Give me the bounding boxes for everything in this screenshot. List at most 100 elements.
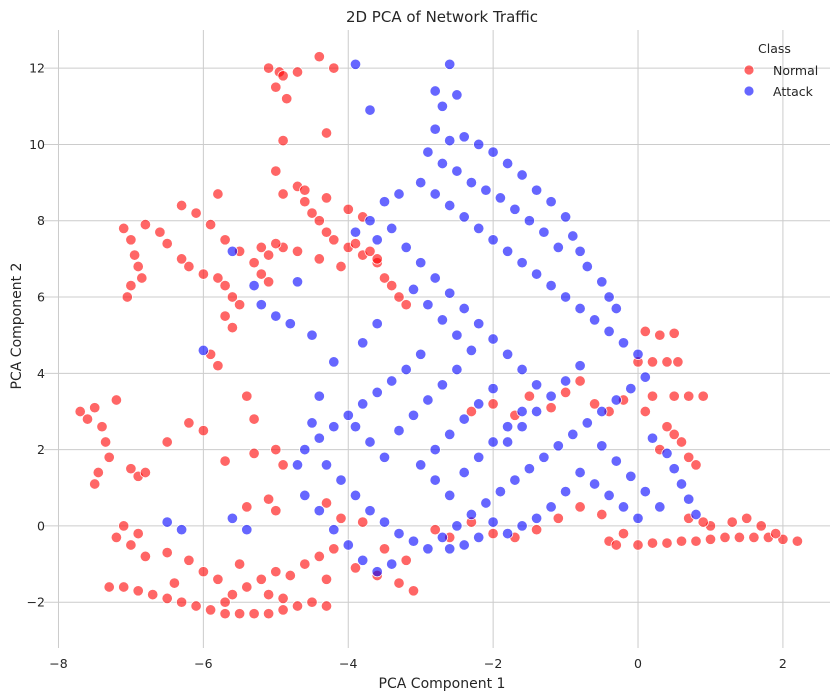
- point-attack: [313, 505, 325, 517]
- point-attack: [690, 508, 702, 521]
- point-normal: [545, 402, 557, 414]
- point-attack: [320, 459, 333, 471]
- point-attack: [480, 497, 492, 509]
- point-attack: [458, 131, 470, 143]
- point-attack: [545, 501, 557, 513]
- point-normal: [277, 188, 289, 200]
- point-attack: [523, 215, 535, 227]
- point-attack: [487, 516, 499, 528]
- point-attack: [393, 425, 405, 437]
- point-attack: [473, 318, 485, 330]
- point-attack: [444, 489, 456, 501]
- point-attack: [429, 123, 441, 135]
- point-attack: [415, 177, 427, 189]
- point-attack: [349, 226, 362, 238]
- point-normal: [255, 241, 267, 253]
- point-normal: [552, 512, 564, 524]
- point-normal: [154, 226, 166, 238]
- point-normal: [697, 390, 709, 402]
- point-normal: [646, 356, 659, 368]
- point-attack: [567, 230, 579, 242]
- point-normal: [617, 528, 630, 540]
- point-attack: [480, 184, 492, 196]
- point-attack: [291, 459, 304, 471]
- point-attack: [560, 486, 572, 498]
- point-normal: [125, 539, 137, 551]
- point-attack: [538, 451, 550, 463]
- point-attack: [574, 302, 586, 315]
- point-attack: [538, 226, 550, 238]
- point-attack: [197, 344, 209, 356]
- y-tick-label: 6: [37, 290, 45, 305]
- point-attack: [516, 421, 528, 433]
- point-normal: [299, 184, 311, 196]
- x-tick-label: −6: [194, 656, 212, 671]
- point-normal: [118, 581, 130, 593]
- point-attack: [342, 539, 354, 551]
- point-attack: [502, 528, 514, 540]
- y-tick-label: −2: [27, 595, 45, 610]
- point-attack: [335, 474, 347, 486]
- point-normal: [103, 581, 115, 593]
- point-normal: [299, 196, 311, 208]
- point-attack: [226, 512, 238, 524]
- point-normal: [270, 444, 282, 456]
- point-normal: [248, 447, 260, 459]
- point-attack: [531, 405, 543, 418]
- point-attack: [458, 413, 470, 425]
- point-attack: [291, 276, 304, 288]
- point-attack: [502, 157, 514, 170]
- point-normal: [320, 226, 333, 238]
- point-attack: [161, 516, 173, 528]
- point-attack: [596, 405, 608, 418]
- point-normal: [574, 501, 586, 513]
- point-normal: [263, 276, 275, 288]
- point-normal: [103, 451, 115, 463]
- point-normal: [139, 219, 151, 231]
- x-tick-label: −2: [484, 656, 502, 671]
- point-normal: [407, 585, 420, 597]
- point-normal: [212, 272, 224, 284]
- y-tick-label: 10: [29, 137, 45, 152]
- point-attack: [349, 421, 362, 433]
- point-attack: [531, 268, 543, 280]
- point-attack: [625, 470, 637, 482]
- point-attack: [589, 478, 601, 490]
- point-attack: [654, 501, 666, 513]
- point-attack: [371, 566, 383, 578]
- point-attack: [560, 375, 572, 387]
- point-attack: [357, 398, 369, 410]
- point-normal: [176, 596, 188, 608]
- point-attack: [378, 451, 391, 463]
- point-attack: [313, 432, 325, 444]
- point-normal: [132, 585, 144, 597]
- point-normal: [212, 573, 224, 585]
- point-attack: [422, 394, 434, 406]
- point-normal: [320, 600, 333, 612]
- point-normal: [161, 436, 173, 448]
- point-attack: [560, 211, 572, 223]
- point-attack: [444, 58, 456, 70]
- point-attack: [617, 501, 630, 513]
- point-normal: [255, 573, 267, 585]
- point-attack: [487, 146, 499, 158]
- y-tick-label: 2: [37, 442, 45, 457]
- y-axis-label: PCA Component 2: [9, 263, 25, 390]
- point-attack: [516, 257, 528, 269]
- point-normal: [161, 547, 173, 559]
- point-normal: [190, 600, 202, 612]
- point-attack: [531, 379, 543, 391]
- point-normal: [661, 537, 673, 549]
- point-attack: [371, 386, 383, 398]
- point-attack: [523, 463, 535, 475]
- grid: [44, 30, 830, 648]
- point-normal: [241, 390, 253, 402]
- point-attack: [516, 169, 528, 181]
- point-normal: [161, 238, 173, 250]
- point-attack: [531, 184, 543, 196]
- point-normal: [219, 596, 231, 608]
- point-normal: [241, 581, 253, 593]
- point-attack: [328, 356, 340, 368]
- point-attack: [422, 146, 434, 158]
- point-attack: [574, 245, 586, 257]
